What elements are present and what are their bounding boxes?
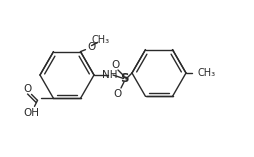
Text: O: O <box>111 60 119 70</box>
Text: OH: OH <box>24 108 40 118</box>
Text: CH₃: CH₃ <box>197 68 215 78</box>
Text: NH: NH <box>102 70 118 80</box>
Text: O: O <box>23 84 32 94</box>
Text: CH₃: CH₃ <box>91 35 109 45</box>
Text: O: O <box>87 42 96 52</box>
Text: O: O <box>114 89 122 99</box>
Text: S: S <box>120 73 128 86</box>
